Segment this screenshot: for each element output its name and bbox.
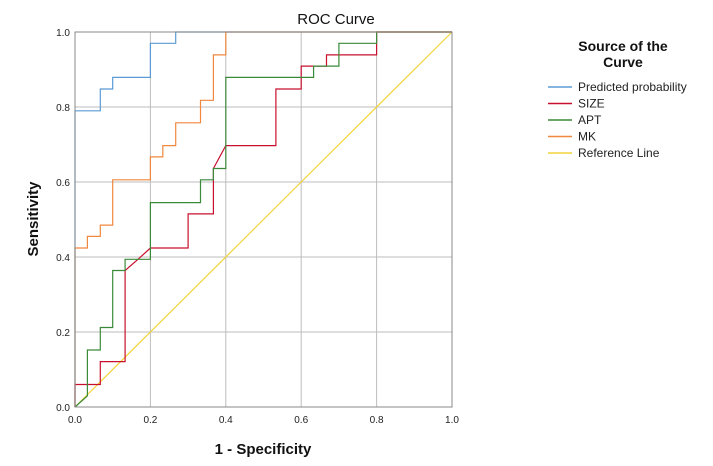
series-line-reference-line (74, 31, 453, 408)
y-tick-label: 0.6 (56, 178, 70, 189)
x-tick-label: 1.0 (445, 415, 459, 426)
series-line-size (74, 31, 452, 407)
legend: Source of the Curve Predicted probabilit… (548, 38, 687, 160)
x-tick-label: 0.6 (294, 415, 308, 426)
x-tick-label: 0.8 (370, 415, 384, 426)
legend-label-reference-line: Reference Line (578, 146, 660, 160)
y-tick-label: 0.2 (56, 328, 70, 339)
x-tick-label: 0.0 (68, 415, 82, 426)
y-tick-labels: 0.0 0.2 0.4 0.6 0.8 1.0 (56, 28, 70, 414)
series-line-predicted-probability (74, 31, 452, 407)
y-axis-label: Sensitivity (25, 181, 42, 257)
legend-title-line2: Curve (603, 54, 643, 70)
legend-label-predicted-probability: Predicted probability (578, 80, 687, 94)
x-axis-label: 1 - Specificity (215, 441, 312, 458)
series-line-mk (74, 31, 452, 407)
plot-frame (74, 31, 453, 408)
chart-title: ROC Curve (297, 11, 375, 28)
x-tick-label: 0.4 (219, 415, 233, 426)
y-tick-label: 0.0 (56, 403, 70, 414)
y-tick-label: 0.4 (56, 253, 70, 264)
series-line-apt (74, 31, 452, 408)
legend-title-line1: Source of the (578, 38, 668, 54)
legend-label-mk: MK (578, 130, 596, 144)
legend-label-size: SIZE (578, 97, 605, 111)
x-tick-label: 0.2 (143, 415, 157, 426)
x-tick-labels: 0.0 0.2 0.4 0.6 0.8 1.0 (68, 415, 459, 426)
y-tick-label: 0.8 (56, 103, 70, 114)
y-tick-label: 1.0 (56, 28, 70, 39)
series-lines (74, 31, 453, 408)
legend-label-apt: APT (578, 113, 602, 127)
